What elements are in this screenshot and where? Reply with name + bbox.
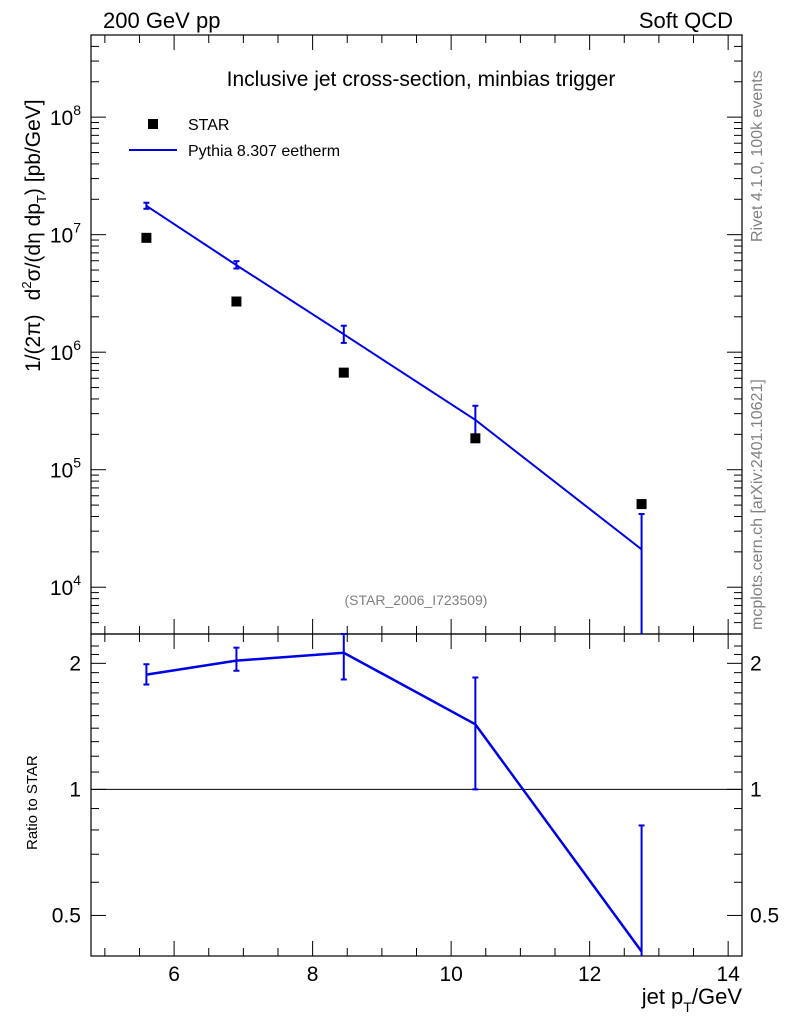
main-y-tick-label: 105 xyxy=(50,455,81,483)
x-tick-label: 6 xyxy=(168,963,180,986)
ratio-y-tick-label-right: 1 xyxy=(750,778,762,801)
ratio-mc-line xyxy=(146,651,643,953)
star-data-point xyxy=(470,433,481,444)
legend-star-label: STAR xyxy=(188,117,229,134)
legend-star-marker xyxy=(148,119,158,129)
x-tick-label: 14 xyxy=(716,963,740,986)
main-y-tick-label: 106 xyxy=(50,337,81,365)
ratio-y-tick-label-right: 0.5 xyxy=(750,904,779,927)
star-data-point xyxy=(338,367,349,378)
header-left-label: 200 GeV pp xyxy=(103,8,220,33)
x-tick-label: 10 xyxy=(439,963,462,986)
star-data-point xyxy=(231,296,242,307)
x-tick-label: 12 xyxy=(578,963,601,986)
ratio-y-tick-label-left: 2 xyxy=(69,652,81,675)
plot-title: Inclusive jet cross-section, minbias tri… xyxy=(227,68,616,91)
x-tick-label: 8 xyxy=(307,963,319,986)
main-y-tick-label: 108 xyxy=(50,102,81,130)
star-data-point xyxy=(636,499,647,510)
ratio-mc-series xyxy=(143,633,645,956)
ratio-axis-ticks: 0.5 0.5 1 1 2 2 xyxy=(52,645,779,927)
ratio-y-axis-label: Ratio to STAR xyxy=(24,755,41,850)
star-data-point xyxy=(141,232,152,243)
ratio-y-tick-label-right: 2 xyxy=(750,652,762,675)
header-right-label: Soft QCD xyxy=(639,8,733,33)
ratio-y-tick-label-left: 0.5 xyxy=(52,904,81,927)
main-y-axis-label: 1/(2π)d2σ/(dη dpT) [pb/GeV] xyxy=(19,99,49,372)
main-axis-ticks: 104 105 106 107 108 xyxy=(50,34,742,635)
rivet-version-label: Rivet 4.1.0, 100k events xyxy=(749,70,766,242)
main-mc-series xyxy=(143,201,645,634)
ratio-y-tick-label-left: 1 xyxy=(69,778,81,801)
main-y-tick-label: 107 xyxy=(50,220,81,248)
main-y-tick-label: 104 xyxy=(50,572,81,600)
legend-mc-label: Pythia 8.307 eetherm xyxy=(188,143,340,160)
main-data-series xyxy=(141,232,647,510)
mcplots-label: mcplots.cern.ch [arXiv:2401.10621] xyxy=(749,379,766,630)
x-axis-ticks: 6 8 10 12 14 xyxy=(104,35,740,986)
main-mc-line xyxy=(145,204,643,551)
x-axis-label: jet pT/GeV xyxy=(641,984,743,1015)
ratio-plot-frame xyxy=(90,633,743,957)
analysis-id-label: (STAR_2006_I723509) xyxy=(345,592,488,608)
